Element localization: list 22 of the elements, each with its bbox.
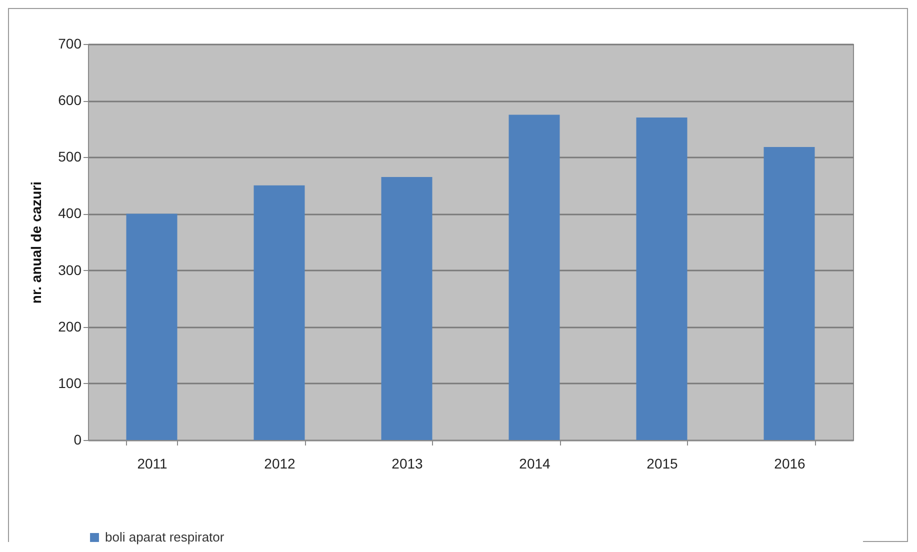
y-tick-label: 500	[58, 148, 82, 165]
y-tick-label: 400	[58, 205, 82, 222]
x-tick-label: 2015	[646, 456, 678, 472]
y-tick-label: 700	[58, 36, 82, 52]
y-tick-label: 200	[58, 318, 82, 334]
bar	[254, 185, 305, 440]
x-tick-label: 2016	[774, 456, 806, 472]
y-tick-label: 600	[58, 92, 82, 108]
y-tick-label: 0	[74, 432, 82, 448]
y-axis-title: nr. anual de cazuri	[28, 181, 44, 304]
bar	[508, 114, 560, 440]
bar	[381, 176, 432, 440]
bar	[126, 214, 178, 440]
x-tick-label: 2011	[137, 456, 168, 472]
bar	[764, 146, 815, 440]
bar	[636, 118, 688, 440]
y-tick-label: 100	[58, 374, 82, 391]
x-tick-label: 2014	[519, 456, 551, 472]
x-tick-label: 2013	[392, 456, 424, 472]
legend-label: boli aparat respirator	[105, 530, 225, 544]
y-tick-label: 300	[58, 262, 82, 278]
x-tick-label: 2012	[264, 456, 296, 472]
